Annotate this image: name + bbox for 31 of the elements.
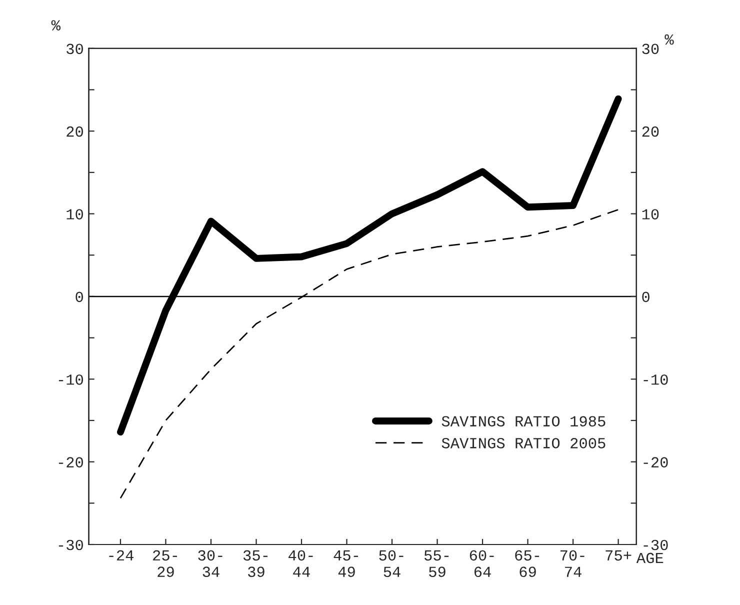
y-tick-label: -20 xyxy=(58,457,83,468)
y-tick-label: 0 xyxy=(76,292,83,302)
x-tick-label: 70- 74 xyxy=(560,550,584,577)
x-tick-label: 40- 44 xyxy=(288,550,313,577)
y-tick-label: 30 xyxy=(66,44,83,54)
y2-tick-label: 10 xyxy=(642,209,659,220)
legend-label: SAVINGS RATIO 2005 xyxy=(442,438,606,448)
y-tick-label: -10 xyxy=(58,374,83,385)
y-axis-title: % xyxy=(51,20,61,30)
y2-tick-label: 0 xyxy=(642,292,650,302)
x-tick-label: 50- 54 xyxy=(379,550,404,578)
x-tick-label: 30- 34 xyxy=(198,550,222,578)
x-tick-label: 75+ xyxy=(606,550,632,561)
y2-tick-label: -20 xyxy=(644,457,668,468)
y2-tick-label: 20 xyxy=(642,126,659,137)
y-tick-label: 20 xyxy=(66,126,83,137)
x-tick-label: 60- 64 xyxy=(470,550,494,578)
x-axis-title: AGE xyxy=(636,552,664,564)
x-tick-label: 65- 69 xyxy=(515,550,540,578)
legend-label: SAVINGS RATIO 1985 xyxy=(442,416,606,426)
y-tick-label: 10 xyxy=(66,209,83,220)
y2-axis-title: % xyxy=(664,34,674,45)
x-tick-label: 45- 49 xyxy=(334,550,358,578)
x-tick-label: -24 xyxy=(109,550,134,560)
y-tick-label: -30 xyxy=(58,540,83,550)
x-tick-label: 25- 29 xyxy=(153,550,177,578)
y2-tick-label: -10 xyxy=(644,374,668,385)
x-tick-label: 35- 39 xyxy=(243,550,268,578)
x-tick-label: 55- 59 xyxy=(424,550,449,578)
y2-tick-label: 30 xyxy=(642,44,659,54)
y2-tick-label: -30 xyxy=(644,540,668,550)
